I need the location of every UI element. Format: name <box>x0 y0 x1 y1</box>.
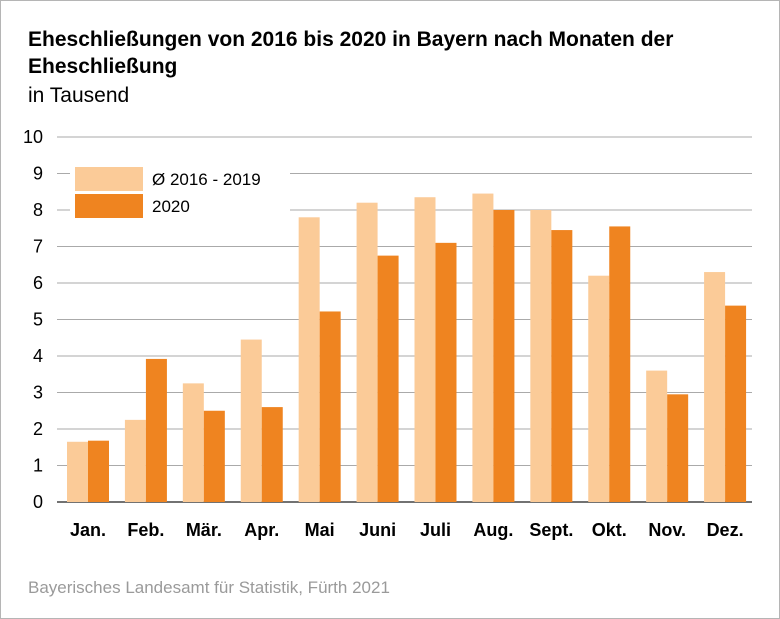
x-category-label: Mär. <box>186 520 222 540</box>
bar <box>704 272 726 502</box>
bar <box>609 226 631 503</box>
chart-title: Eheschließungen von 2016 bis 2020 in Bay… <box>28 28 674 78</box>
y-tick-label: 9 <box>33 164 43 184</box>
bar <box>67 441 88 502</box>
y-tick-label: 2 <box>33 419 43 439</box>
bar <box>203 410 225 502</box>
y-tick-label: 3 <box>33 383 43 403</box>
bar <box>319 311 341 502</box>
bar <box>377 255 399 502</box>
bar <box>261 407 283 502</box>
x-category-label: Mai <box>305 520 335 540</box>
bar <box>493 210 515 502</box>
bar <box>551 230 573 502</box>
x-category-label: Juni <box>359 520 396 540</box>
x-category-label: Nov. <box>648 520 686 540</box>
x-category-label: Juli <box>420 520 451 540</box>
bar <box>414 197 436 502</box>
bar <box>435 242 457 502</box>
source-note: Bayerisches Landesamt für Statistik, Für… <box>28 578 390 597</box>
bar <box>145 358 167 502</box>
x-category-label: Apr. <box>244 520 279 540</box>
x-category-label: Okt. <box>592 520 627 540</box>
bar <box>472 193 494 502</box>
x-category-label: Jan. <box>70 520 106 540</box>
bar <box>88 440 109 502</box>
bar <box>240 339 262 502</box>
bar <box>588 275 610 502</box>
y-tick-label: 5 <box>33 310 43 330</box>
x-category-label: Aug. <box>473 520 513 540</box>
y-tick-label: 6 <box>33 273 43 293</box>
x-category-label: Feb. <box>127 520 164 540</box>
bar <box>725 305 747 502</box>
y-tick-label: 0 <box>33 492 43 512</box>
bar <box>124 419 146 502</box>
bar <box>182 383 204 502</box>
legend-swatch <box>75 194 143 218</box>
y-tick-label: 10 <box>23 127 43 147</box>
x-category-label: Sept. <box>529 520 573 540</box>
bar <box>667 394 689 502</box>
bar <box>530 210 552 502</box>
x-category-label: Dez. <box>707 520 744 540</box>
bar <box>646 370 668 502</box>
legend-label: Ø 2016 - 2019 <box>152 170 261 189</box>
legend-swatch <box>75 167 143 191</box>
bar <box>298 217 320 503</box>
y-tick-label: 1 <box>33 456 43 476</box>
y-tick-label: 8 <box>33 200 43 220</box>
chart-subtitle: in Tausend <box>28 84 130 107</box>
bar <box>356 202 378 502</box>
y-tick-label: 4 <box>33 346 43 366</box>
y-tick-label: 7 <box>33 237 43 257</box>
legend-label: 2020 <box>152 197 190 216</box>
